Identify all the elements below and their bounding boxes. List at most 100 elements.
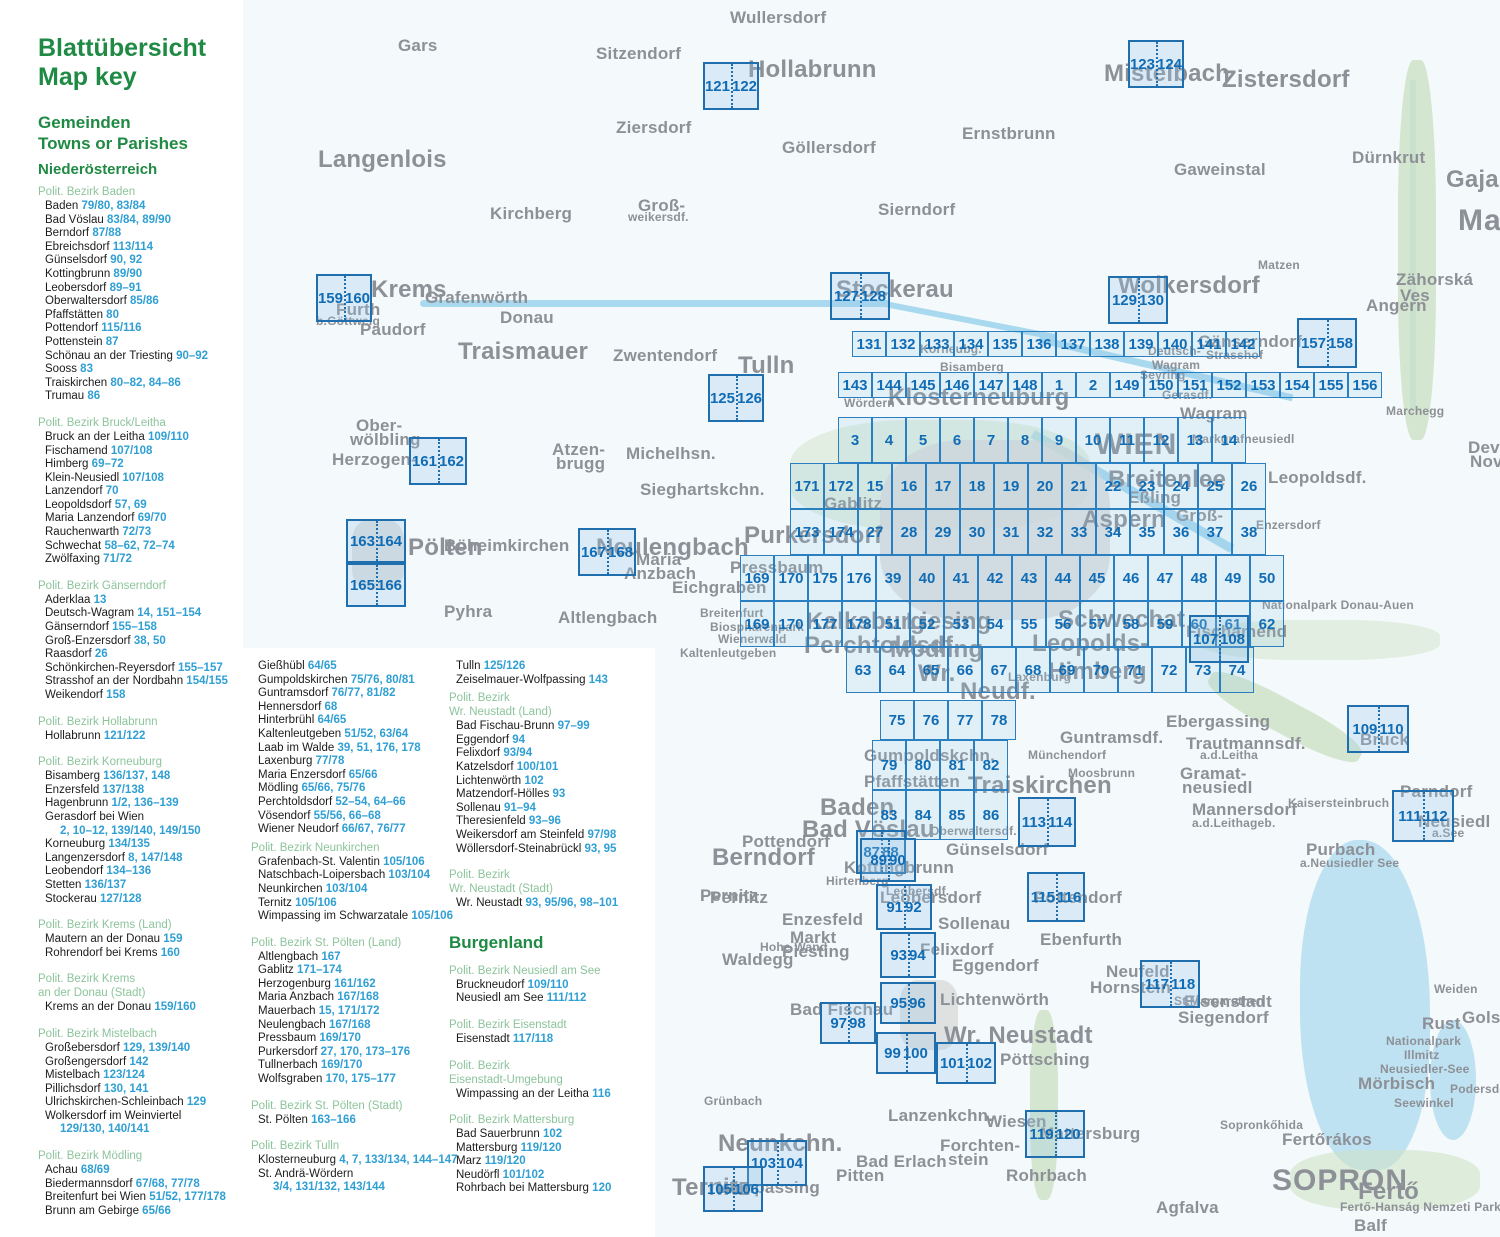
sheet-grid-cell-18[interactable]: 18 [960,463,994,509]
sheet-grid-cell-33[interactable]: 33 [1062,509,1096,555]
sheet-grid-cell-4[interactable]: 4 [872,417,906,463]
sheet-grid-cell-152[interactable]: 152 [1212,372,1246,398]
place-entry[interactable]: Wimpassing an der Leitha 116 [449,1088,625,1102]
place-entry[interactable]: Schönkirchen-Reyersdorf 155–157 [38,662,231,676]
place-entry[interactable]: Lichtenwörth 102 [449,775,625,789]
sheet-grid-cell-5[interactable]: 5 [906,417,940,463]
place-entry[interactable]: Leobendorf 134–136 [38,865,231,879]
sheet-grid-cell-149[interactable]: 149 [1110,372,1144,398]
place-entry[interactable]: Rauchenwarth 72/73 [38,526,231,540]
place-entry[interactable]: Krems an der Donau 159/160 [38,1001,231,1015]
sheet-grid-cell-153[interactable]: 153 [1246,372,1280,398]
place-entry[interactable]: Mauerbach 15, 171/172 [251,1005,443,1019]
place-entry[interactable]: Marz 119/120 [449,1155,625,1169]
sheet-grid-cell-52[interactable]: 52 [910,601,944,647]
sheet-grid-cell-61[interactable]: 61 [1216,601,1250,647]
place-entry[interactable]: Gablitz 171–174 [251,964,443,978]
place-entry[interactable]: Hollabrunn 121/122 [38,730,231,744]
place-entry[interactable]: Oberwaltersdorf 85/86 [38,295,231,309]
sheet-tile-121-122[interactable]: 121 122 [703,62,759,110]
sheet-tile-107-108[interactable]: 107 108 [1189,615,1249,663]
sheet-grid-cell-10[interactable]: 10 [1076,417,1110,463]
sheet-grid-cell-38[interactable]: 38 [1232,509,1266,555]
place-entry[interactable]: Tullnerbach 169/170 [251,1059,443,1073]
sheet-grid-cell-50[interactable]: 50 [1250,555,1284,601]
place-entry[interactable]: Herzogenburg 161/162 [251,978,443,992]
sheet-grid-cell-67[interactable]: 67 [982,647,1016,693]
sheet-tile-161-162[interactable]: 161 162 [409,437,467,485]
sheet-grid-cell-145[interactable]: 145 [906,372,940,398]
place-entry[interactable]: Purkersdorf 27, 170, 173–176 [251,1046,443,1060]
sheet-grid-cell-7[interactable]: 7 [974,417,1008,463]
place-entry[interactable]: Neunkirchen 103/104 [251,883,443,897]
sheet-grid-cell-65[interactable]: 65 [914,647,948,693]
sheet-grid-cell-70[interactable]: 70 [1084,647,1118,693]
place-entry[interactable]: Traiskirchen 80–82, 84–86 [38,377,231,391]
sheet-grid-cell-14[interactable]: 14 [1212,417,1246,463]
place-entry[interactable]: Grafenbach-St. Valentin 105/106 [251,856,443,870]
sheet-tile-165-166[interactable]: 165 166 [346,563,406,607]
place-entry[interactable]: Stetten 136/137 [38,879,231,893]
place-entry[interactable]: Schönau an der Triesting 90–92 [38,350,231,364]
place-entry[interactable]: Kaltenleutgeben 51/52, 63/64 [251,728,443,742]
sheet-grid-cell-79[interactable]: 79 [872,740,906,790]
sheet-grid-cell-139[interactable]: 139 [1124,331,1158,357]
place-entry[interactable]: Ternitz 105/106 [251,897,443,911]
place-entry[interactable]: Bisamberg 136/137, 148 [38,770,231,784]
place-entry[interactable]: Gerasdorf bei Wien [38,811,231,825]
sheet-grid-cell-84[interactable]: 84 [906,790,940,840]
place-entry[interactable]: Matzendorf-Hölles 93 [449,788,625,802]
sheet-grid-cell-13[interactable]: 13 [1178,417,1212,463]
sheet-tile-117-118[interactable]: 117 118 [1140,960,1200,1008]
place-entry[interactable]: Vösendorf 55/56, 66–68 [251,810,443,824]
sheet-grid-cell-170[interactable]: 170 [774,555,808,601]
sheet-grid-cell-172[interactable]: 172 [824,463,858,509]
sheet-tile-113-114[interactable]: 113 114 [1018,797,1076,847]
sheet-grid-cell-23[interactable]: 23 [1130,463,1164,509]
place-entry[interactable]: Eisenstadt 117/118 [449,1033,625,1047]
sheet-grid-cell-48[interactable]: 48 [1182,555,1216,601]
place-entry[interactable]: Trumau 86 [38,390,231,404]
sheet-tile-95-96[interactable]: 95 96 [880,982,936,1024]
place-entry[interactable]: Strasshof an der Nordbahn 154/155 [38,675,231,689]
place-entry[interactable]: Deutsch-Wagram 14, 151–154 [38,607,231,621]
place-entry[interactable]: Mistelbach 123/124 [38,1069,231,1083]
sheet-grid-cell-35[interactable]: 35 [1130,509,1164,555]
sheet-grid-cell-86[interactable]: 86 [974,790,1008,840]
sheet-grid-cell-40[interactable]: 40 [910,555,944,601]
place-entry[interactable]: Groß-Enzersdorf 38, 50 [38,635,231,649]
place-entry[interactable]: Hinterbrühl 64/65 [251,714,443,728]
sheet-grid-cell-41[interactable]: 41 [944,555,978,601]
place-entry[interactable]: Stockerau 127/128 [38,893,231,907]
sheet-tile-103-104[interactable]: 103 104 [747,1140,807,1186]
sheet-grid-cell-144[interactable]: 144 [872,372,906,398]
place-entry[interactable]: Altlengbach 167 [251,951,443,965]
sheet-grid-cell-46[interactable]: 46 [1114,555,1148,601]
place-entry[interactable]: Laxenburg 77/78 [251,755,443,769]
place-entry[interactable]: Rohrendorf bei Krems 160 [38,947,231,961]
sheet-grid-cell-148[interactable]: 148 [1008,372,1042,398]
place-entry[interactable]: Mödling 65/66, 75/76 [251,782,443,796]
sheet-grid-cell-82[interactable]: 82 [974,740,1008,790]
sheet-tile-167-168[interactable]: 167 168 [578,528,636,576]
place-entry[interactable]: Eggendorf 94 [449,734,625,748]
place-entry[interactable]: 3/4, 131/132, 143/144 [251,1181,443,1195]
sheet-tile-111-112[interactable]: 111 112 [1392,790,1454,842]
sheet-grid-cell-47[interactable]: 47 [1148,555,1182,601]
sheet-tile-129-130[interactable]: 129 130 [1108,276,1168,324]
place-entry[interactable]: Baden 79/80, 83/84 [38,200,231,214]
place-entry[interactable]: Pressbaum 169/170 [251,1032,443,1046]
sheet-grid-cell-26[interactable]: 26 [1232,463,1266,509]
place-entry[interactable]: Zwölfaxing 71/72 [38,553,231,567]
place-entry[interactable]: Ebreichsdorf 113/114 [38,241,231,255]
sheet-tile-93-94[interactable]: 93 94 [880,932,936,978]
sheet-grid-cell-56[interactable]: 56 [1046,601,1080,647]
sheet-tile-125-126[interactable]: 125 126 [708,374,764,422]
place-entry[interactable]: Hennersdorf 68 [251,701,443,715]
place-entry[interactable]: Langenzersdorf 8, 147/148 [38,852,231,866]
place-entry[interactable]: Tulln 125/126 [449,660,625,674]
sheet-grid-cell-176[interactable]: 176 [842,555,876,601]
sheet-grid-cell-178[interactable]: 178 [842,601,876,647]
sheet-grid-cell-55[interactable]: 55 [1012,601,1046,647]
place-entry[interactable]: 129/130, 140/141 [38,1123,231,1137]
